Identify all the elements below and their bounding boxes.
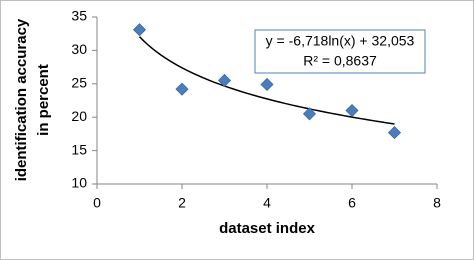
y-tick-label: 15: [71, 141, 87, 157]
y-axis-title: identification accuracy in percent: [13, 18, 52, 181]
x-tick-label: 4: [263, 195, 271, 211]
y-axis-title-line: in percent: [35, 64, 52, 136]
trendline: [138, 36, 395, 125]
data-point: [387, 125, 402, 140]
data-point: [345, 103, 359, 118]
y-tick-label: 10: [71, 175, 87, 191]
trendline-equation: y = -6,718ln(x) + 32,053: [266, 33, 415, 49]
x-tick-label: 0: [93, 195, 101, 211]
x-tick-label: 6: [348, 195, 356, 211]
data-point: [260, 77, 274, 92]
x-tick-label: 8: [433, 195, 441, 211]
y-axis-title-line: identification accuracy: [13, 18, 30, 181]
y-tick-label: 30: [71, 41, 87, 57]
x-tick-label: 2: [178, 195, 186, 211]
y-tick-label: 20: [71, 108, 87, 124]
data-point: [302, 107, 317, 121]
trendline-r-squared: R² = 0,8637: [303, 53, 377, 69]
data-point: [175, 82, 189, 96]
data-point: [217, 73, 232, 88]
equation-box: [254, 29, 426, 74]
data-point: [132, 23, 147, 37]
y-tick-label: 25: [71, 75, 87, 91]
x-axis-title: dataset index: [219, 220, 316, 237]
y-tick-label: 35: [71, 8, 87, 24]
